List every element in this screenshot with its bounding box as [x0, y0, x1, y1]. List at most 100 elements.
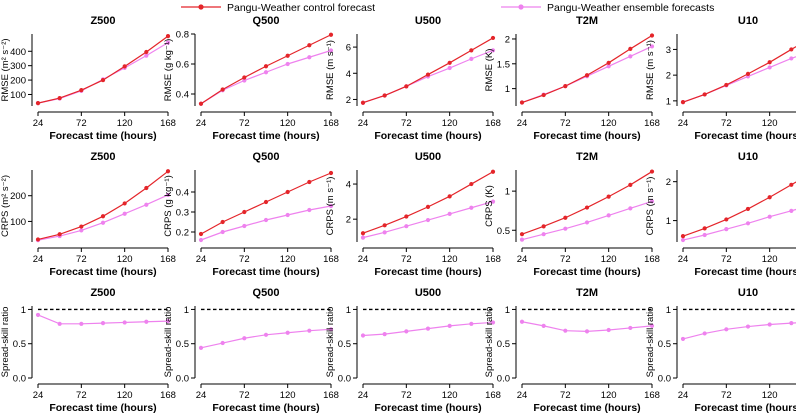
- data-point-ensemble: [79, 228, 84, 233]
- data-point-ensemble: [789, 321, 794, 326]
- y-axis-label: Spread-skill ratio: [645, 307, 656, 378]
- data-point-ensemble: [307, 55, 312, 60]
- data-point-control: [198, 231, 204, 237]
- x-tick-label: 168: [485, 390, 501, 401]
- data-point-control: [165, 169, 171, 174]
- data-point-ensemble: [490, 48, 496, 53]
- x-tick-label: 72: [76, 390, 87, 401]
- data-point-ensemble: [606, 64, 611, 69]
- data-point-ensemble: [263, 70, 269, 75]
- x-tick-label: 24: [196, 254, 207, 265]
- x-tick-label: 24: [517, 254, 528, 265]
- data-point-control: [789, 47, 794, 52]
- y-tick-label: 1: [505, 187, 510, 198]
- y-tick-label: 1: [666, 216, 671, 227]
- y-tick-label: 2: [346, 95, 351, 106]
- x-axis-label: Forecast time (hours): [533, 130, 640, 142]
- data-point-ensemble: [789, 56, 794, 61]
- data-point-control: [285, 189, 290, 195]
- data-point-ensemble: [767, 214, 772, 219]
- x-tick-label: 24: [358, 254, 369, 265]
- chart-title: Z500: [90, 287, 115, 299]
- y-axis-label: Spread-skill ratio: [325, 307, 336, 378]
- data-point-ensemble: [360, 235, 366, 240]
- legend-label-control: Pangu-Weather control forecast: [227, 2, 375, 14]
- data-point-control: [100, 214, 106, 219]
- x-tick-label: 120: [762, 390, 778, 401]
- chart-panel: Q500 0.2 0.3 0.4 24 72 120 168 Forecast time (ho…: [163, 151, 339, 278]
- data-point-control: [198, 101, 204, 106]
- x-axis-label: Forecast time (hours): [212, 130, 319, 142]
- data-point-ensemble: [447, 323, 452, 328]
- series-line-ensemble: [682, 56, 796, 103]
- data-point-control: [328, 170, 334, 176]
- data-point-ensemble: [702, 232, 707, 238]
- x-tick-label: 120: [280, 254, 296, 265]
- data-point-ensemble: [702, 331, 707, 336]
- data-point-ensemble: [425, 217, 431, 223]
- x-tick-label: 168: [323, 254, 339, 265]
- series-line-ensemble: [200, 49, 332, 105]
- y-tick-label: 300: [10, 61, 26, 72]
- data-point-ensemble: [606, 213, 611, 218]
- chart-title: U500: [415, 151, 441, 163]
- data-point-ensemble: [469, 321, 474, 326]
- data-point-control: [584, 73, 590, 78]
- data-point-control: [382, 223, 387, 228]
- data-point-control: [490, 169, 496, 174]
- data-point-control: [541, 224, 546, 229]
- y-tick-label: 1: [505, 305, 510, 316]
- x-axis-label: Forecast time (hours): [49, 130, 156, 142]
- data-point-ensemble: [745, 221, 751, 226]
- data-point-ensemble: [404, 224, 409, 229]
- x-tick-label: 24: [33, 390, 44, 401]
- y-tick-label: 2: [666, 177, 671, 188]
- data-point-control: [702, 92, 707, 97]
- chart-title: Z500: [90, 151, 115, 163]
- data-point-control: [702, 226, 707, 231]
- x-tick-label: 72: [721, 118, 732, 129]
- data-point-ensemble: [285, 212, 290, 218]
- y-tick-label: 6: [346, 43, 351, 54]
- y-tick-label: 3: [666, 45, 671, 56]
- y-tick-label: 200: [10, 76, 26, 87]
- x-tick-label: 168: [160, 254, 176, 265]
- data-point-ensemble: [425, 326, 431, 331]
- data-point-control: [404, 84, 409, 89]
- data-point-ensemble: [563, 328, 568, 333]
- series-line-ensemble: [682, 208, 796, 241]
- data-point-control: [57, 232, 62, 237]
- y-tick-label: 200: [10, 191, 26, 202]
- data-point-ensemble: [490, 320, 496, 325]
- data-point-control: [767, 195, 772, 200]
- x-tick-label: 24: [358, 118, 369, 129]
- series-line-control: [682, 181, 796, 237]
- data-point-control: [220, 219, 225, 225]
- y-tick-label: 0.5: [13, 339, 26, 350]
- x-tick-label: 168: [644, 254, 660, 265]
- y-tick-label: 1.5: [497, 59, 510, 70]
- data-point-ensemble: [285, 61, 290, 67]
- x-axis-label: Forecast time (hours): [212, 402, 319, 414]
- chart-title: U10: [738, 151, 758, 163]
- series-line-control: [200, 34, 332, 105]
- x-tick-label: 120: [762, 254, 778, 265]
- data-point-ensemble: [144, 319, 149, 324]
- y-tick-label: 0.4: [176, 188, 189, 199]
- chart-panel: T2M 0.5 1 24 72 120 168 Forecast time (hours) CR…: [484, 151, 660, 278]
- x-tick-label: 168: [160, 118, 176, 129]
- data-point-ensemble: [328, 48, 334, 53]
- data-point-ensemble: [285, 330, 290, 335]
- data-point-control: [519, 100, 525, 105]
- data-point-control: [584, 205, 590, 210]
- series-line-control: [521, 34, 653, 104]
- data-point-control: [628, 182, 633, 187]
- data-point-control: [307, 179, 312, 185]
- chart-title: Q500: [253, 287, 280, 299]
- chart-panel: T2M 1 1.5 2 24 72 120 168 Forecast time (hours) R…: [484, 15, 660, 142]
- series-line-ensemble: [37, 42, 169, 104]
- data-point-ensemble: [263, 217, 269, 223]
- y-axis-label: Spread-skill ratio: [163, 307, 174, 378]
